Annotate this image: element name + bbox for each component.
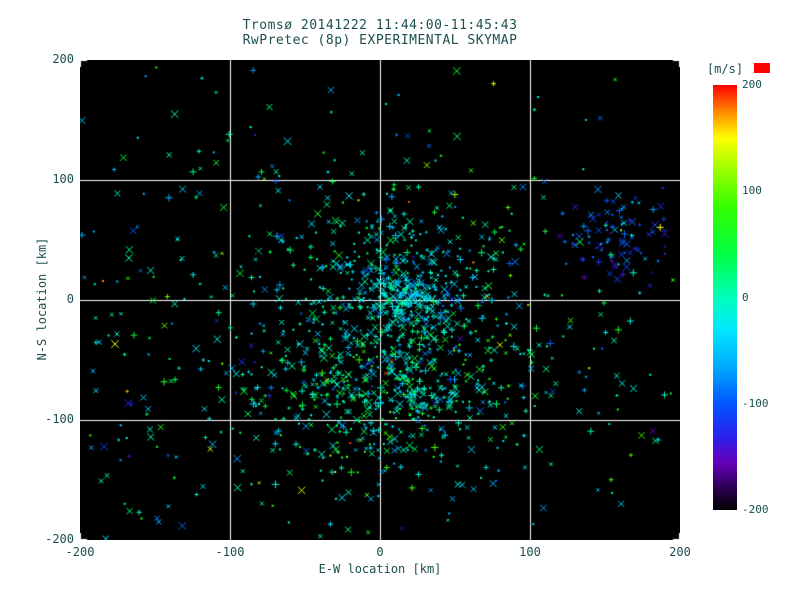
colorbar-tick-label: -100 (742, 396, 769, 410)
plot-title: Tromsø 20141222 11:44:00-11:45:43 (242, 18, 518, 33)
x-tick-label: 200 (669, 545, 691, 559)
scatter-plot-canvas (80, 60, 680, 540)
colorbar-tick-label: 0 (742, 290, 749, 304)
y-tick-label: 0 (66, 292, 74, 306)
plot-subtitle: RwPretec (8p) EXPERIMENTAL SKYMAP (242, 33, 518, 48)
colorbar-tick-label: 100 (742, 184, 762, 198)
x-tick-label: -100 (215, 545, 245, 559)
colorbar-gradient (713, 85, 737, 510)
y-tick-label: 200 (52, 52, 74, 66)
x-tick-label: 0 (376, 545, 384, 559)
colorbar-tick-label: 200 (742, 78, 762, 91)
y-tick-label: 100 (52, 172, 74, 186)
y-tick-label: -200 (45, 532, 74, 546)
x-tick-label: 100 (519, 545, 541, 559)
y-tick-label: -100 (45, 412, 74, 426)
x-axis-label: E-W location [km] (318, 562, 442, 576)
x-tick-label: -200 (65, 545, 95, 559)
colorbar-max-swatch (754, 63, 770, 73)
colorbar-unit-label: [m/s] (706, 62, 744, 76)
colorbar-tick-label: -200 (742, 503, 769, 516)
